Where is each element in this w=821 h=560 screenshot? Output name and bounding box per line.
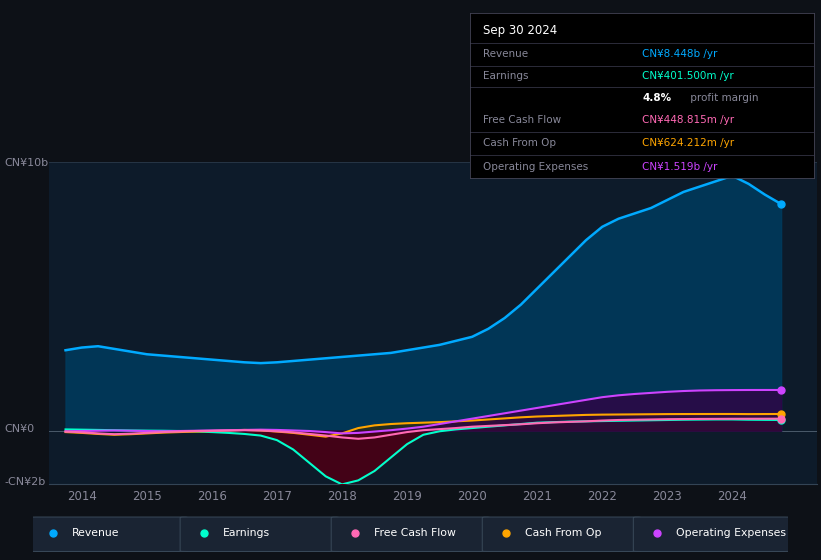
FancyBboxPatch shape xyxy=(633,517,792,552)
Text: Cash From Op: Cash From Op xyxy=(525,529,602,538)
FancyBboxPatch shape xyxy=(331,517,490,552)
Text: profit margin: profit margin xyxy=(687,93,759,103)
Text: Operating Expenses: Operating Expenses xyxy=(677,529,787,538)
FancyBboxPatch shape xyxy=(180,517,339,552)
Text: CN¥448.815m /yr: CN¥448.815m /yr xyxy=(642,115,734,125)
Text: CN¥10b: CN¥10b xyxy=(4,158,48,168)
Text: Free Cash Flow: Free Cash Flow xyxy=(484,115,562,125)
Text: Revenue: Revenue xyxy=(484,49,529,59)
Text: CN¥624.212m /yr: CN¥624.212m /yr xyxy=(642,138,734,148)
FancyBboxPatch shape xyxy=(29,517,188,552)
Text: Revenue: Revenue xyxy=(72,529,120,538)
Text: Earnings: Earnings xyxy=(484,72,529,82)
Text: CN¥8.448b /yr: CN¥8.448b /yr xyxy=(642,49,718,59)
Text: -CN¥2b: -CN¥2b xyxy=(4,477,45,487)
Text: Cash From Op: Cash From Op xyxy=(484,138,557,148)
FancyBboxPatch shape xyxy=(482,517,641,552)
Text: CN¥401.500m /yr: CN¥401.500m /yr xyxy=(642,72,734,82)
Text: CN¥1.519b /yr: CN¥1.519b /yr xyxy=(642,161,718,171)
Text: 4.8%: 4.8% xyxy=(642,93,671,103)
Text: Earnings: Earnings xyxy=(223,529,270,538)
Text: Operating Expenses: Operating Expenses xyxy=(484,161,589,171)
Text: Free Cash Flow: Free Cash Flow xyxy=(374,529,456,538)
Text: Sep 30 2024: Sep 30 2024 xyxy=(484,25,557,38)
Text: CN¥0: CN¥0 xyxy=(4,423,34,433)
